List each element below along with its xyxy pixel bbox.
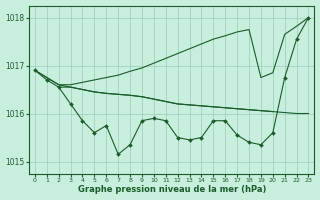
X-axis label: Graphe pression niveau de la mer (hPa): Graphe pression niveau de la mer (hPa) xyxy=(77,185,266,194)
